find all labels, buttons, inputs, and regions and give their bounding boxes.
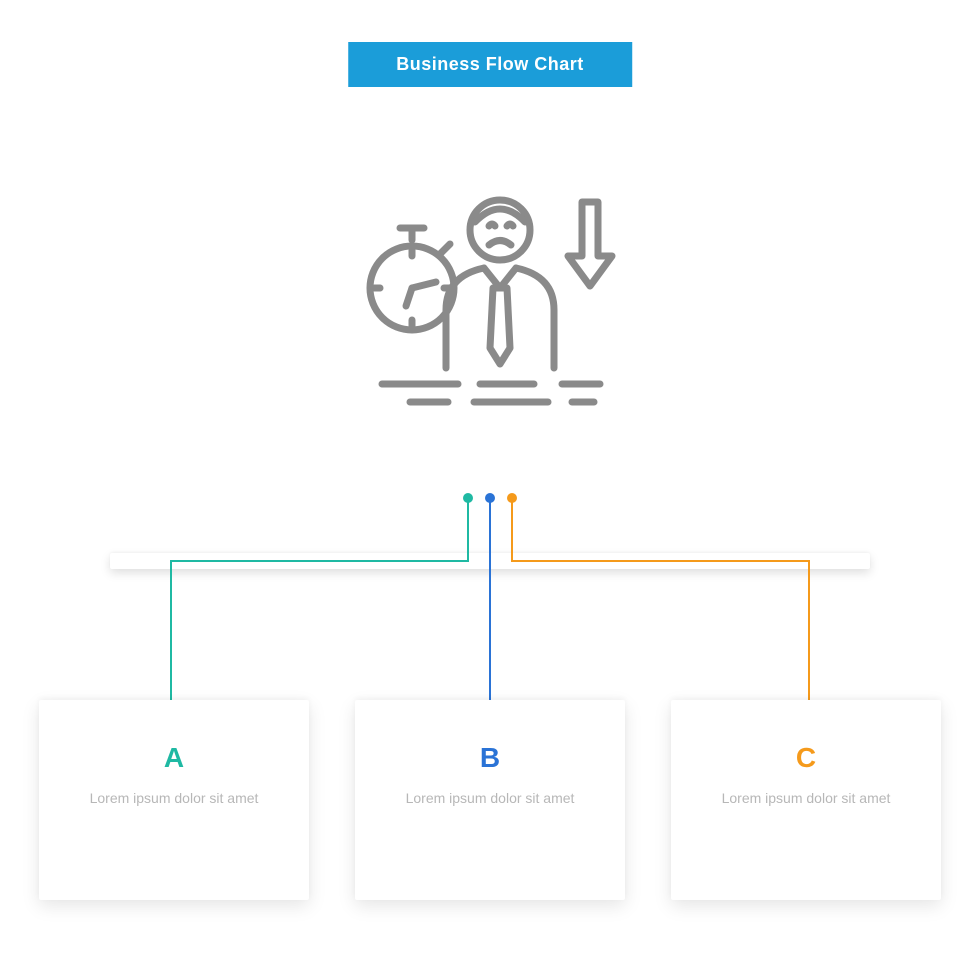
option-text: Lorem ipsum dolor sit amet (699, 788, 913, 808)
connector-dot-a (463, 493, 473, 503)
connectors (0, 490, 980, 730)
hero-icon (340, 188, 640, 408)
option-card-b: B Lorem ipsum dolor sit amet (355, 700, 625, 900)
spreader-bar (110, 553, 870, 569)
option-text: Lorem ipsum dolor sit amet (67, 788, 281, 808)
option-card-a: A Lorem ipsum dolor sit amet (39, 700, 309, 900)
baseline-lines (382, 384, 600, 402)
title-bar: Business Flow Chart (348, 42, 632, 87)
businessman-icon (446, 200, 554, 368)
cards-row: A Lorem ipsum dolor sit amet B Lorem ipsum … (0, 700, 980, 900)
connector-line-c (512, 498, 809, 700)
option-letter: C (699, 742, 913, 774)
option-letter: B (383, 742, 597, 774)
stopwatch-icon (370, 228, 454, 330)
connector-dot-b (485, 493, 495, 503)
connector-line-a (171, 498, 468, 700)
title-text: Business Flow Chart (396, 54, 584, 74)
option-card-c: C Lorem ipsum dolor sit amet (671, 700, 941, 900)
option-text: Lorem ipsum dolor sit amet (383, 788, 597, 808)
connector-dot-c (507, 493, 517, 503)
option-letter: A (67, 742, 281, 774)
down-arrow-icon (568, 202, 612, 286)
